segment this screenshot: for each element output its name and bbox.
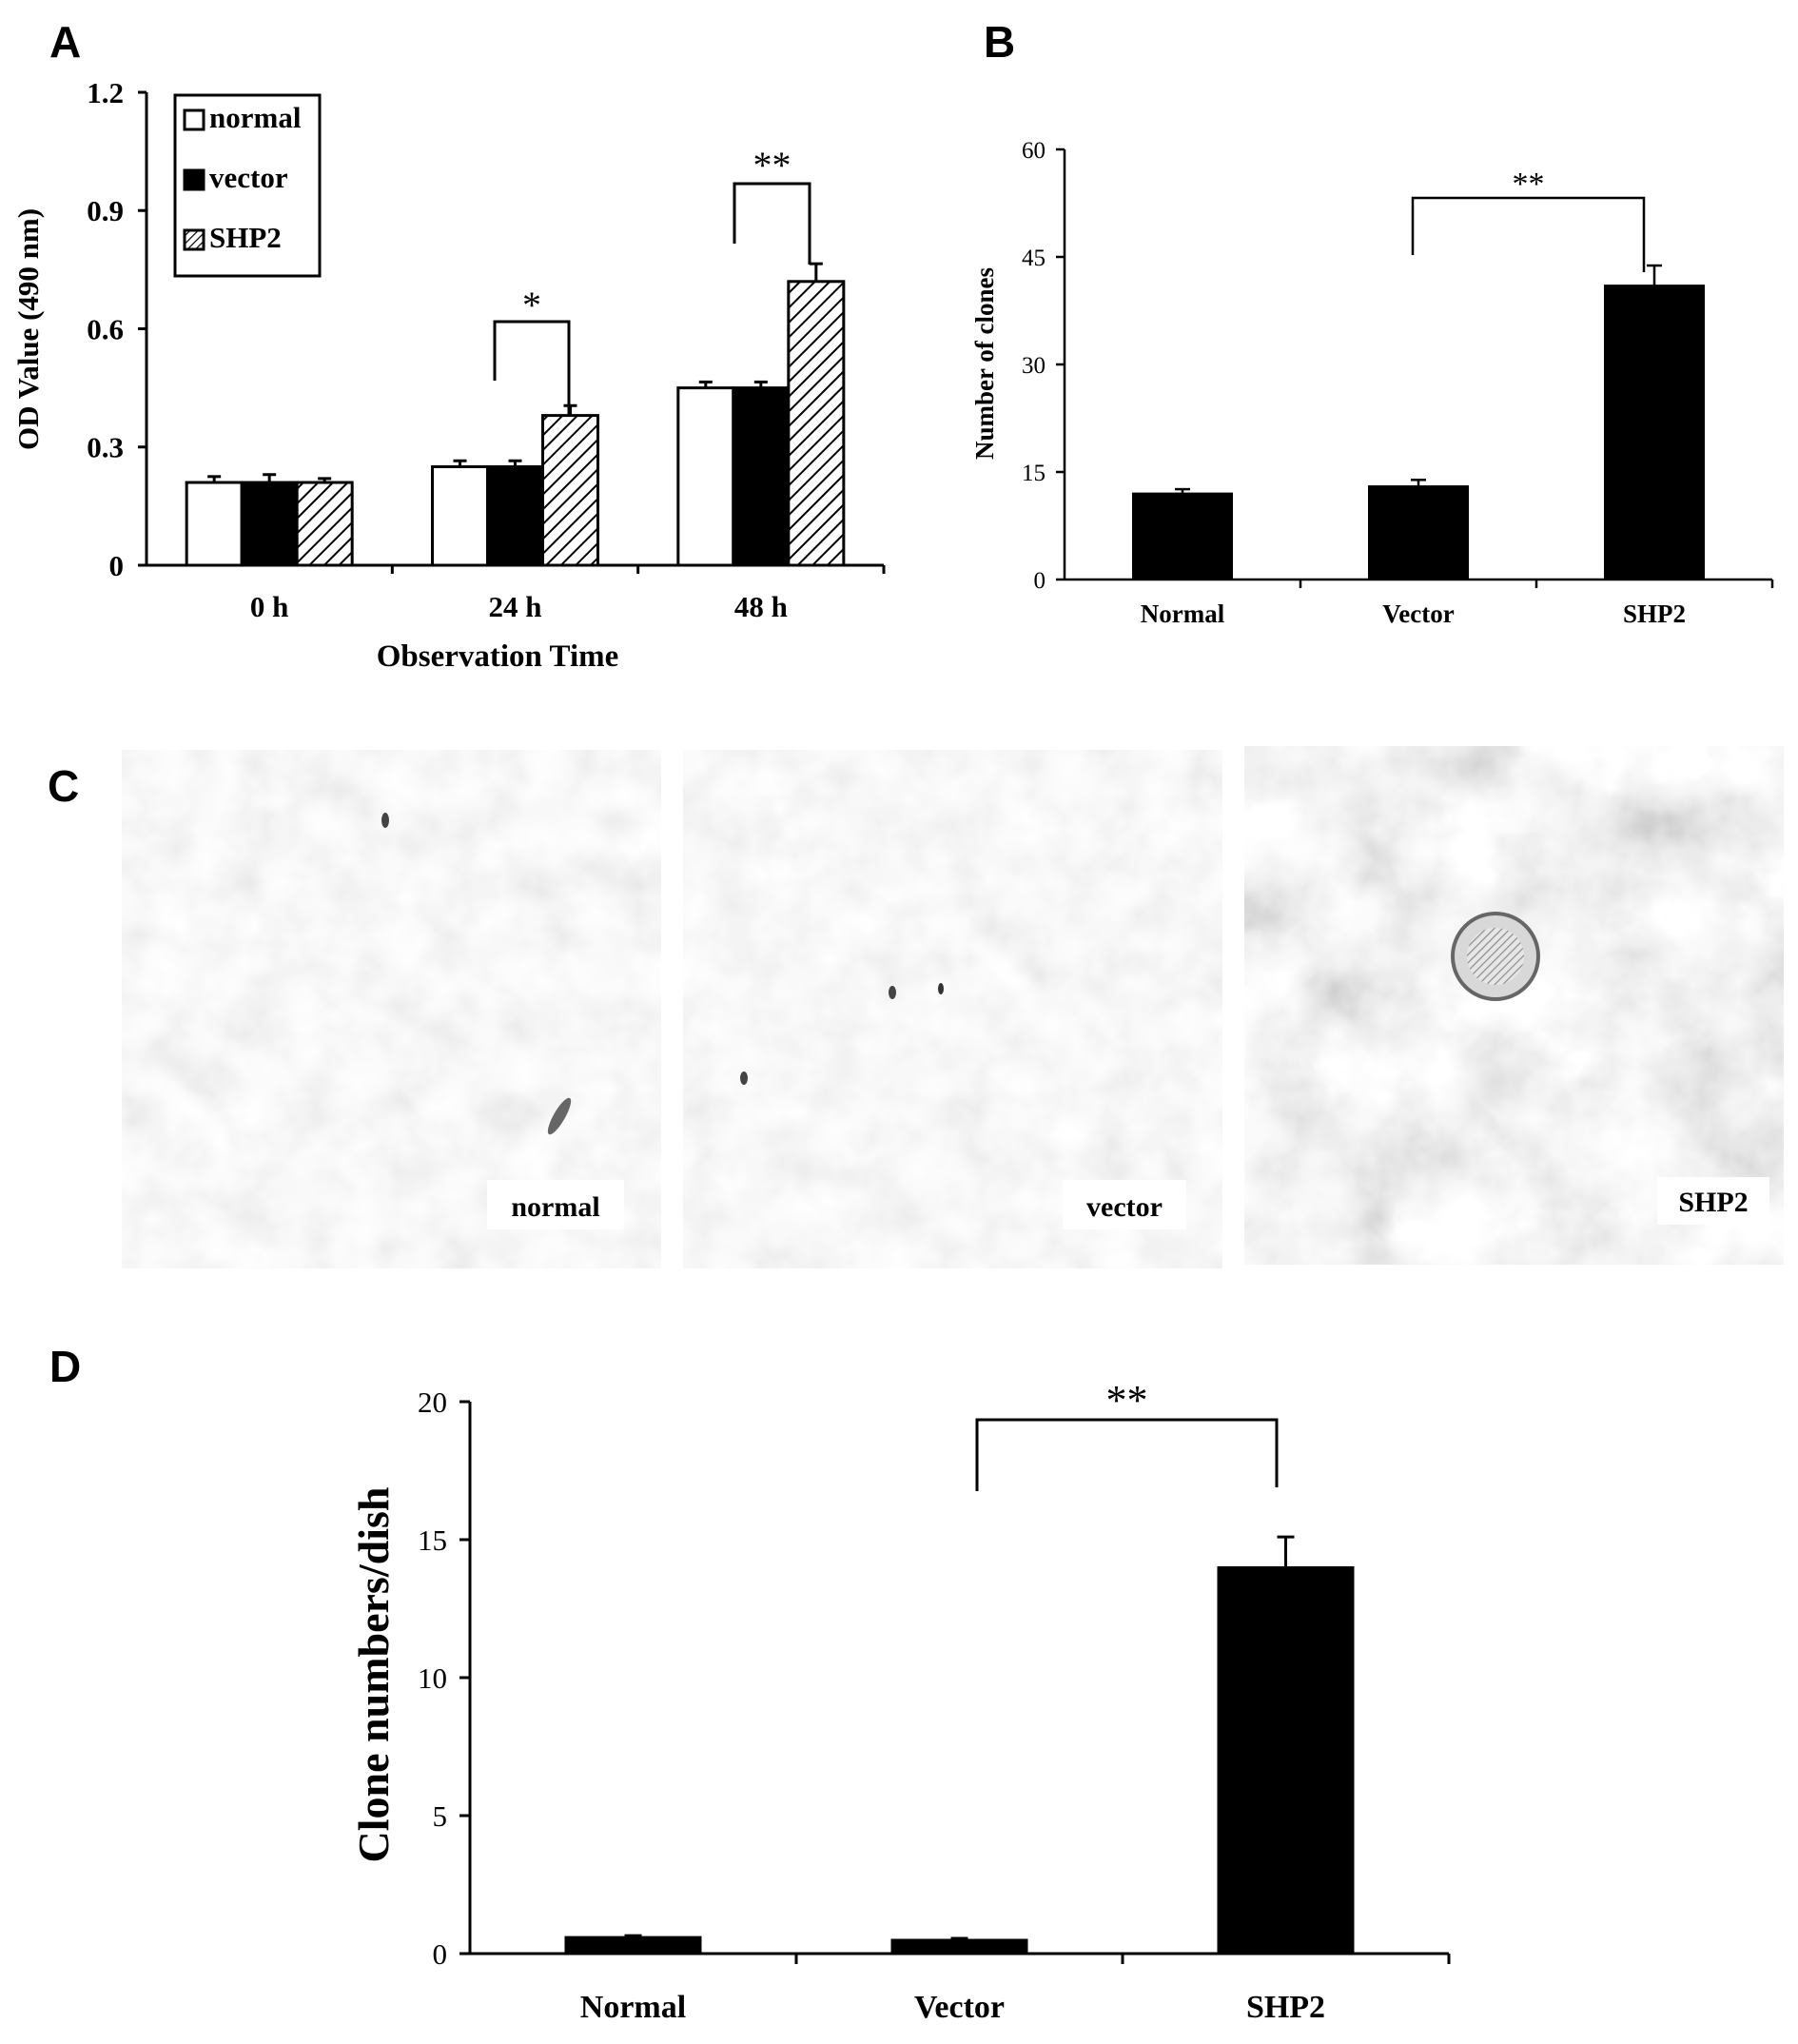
bar [295,481,354,567]
bar [486,464,544,567]
y-tick-label: 15 [1022,461,1046,486]
y-axis-title: Clone numbers/dish [349,1487,398,1863]
legend-swatch [183,108,205,131]
micrograph-label-shp2: SHP2 [1678,1187,1748,1218]
label-box-shp2 [1657,1177,1769,1225]
cell-dot [740,1071,748,1085]
y-tick-label: 0.6 [87,312,124,345]
micrograph-label-vector: vector [1086,1191,1163,1223]
bar [431,464,489,567]
y-tick-label: 10 [418,1661,447,1695]
significance-label: ** [753,144,792,187]
significance-label: * [522,284,541,326]
micrograph-shp2: SHP2 [1244,746,1784,1265]
significance-bracket [975,1418,1279,1491]
y-tick-label: 60 [1022,138,1046,164]
x-tick-label: SHP2 [1623,599,1686,628]
y-tick-label: 1.2 [87,76,124,109]
bar [732,386,791,567]
bar [1217,1566,1355,1955]
label-box-vector [1063,1180,1186,1229]
y-tick-label: 20 [418,1386,447,1419]
legend-swatch [183,228,205,251]
legend-swatch [183,168,205,191]
bar [1604,285,1705,580]
bar [564,1936,702,1955]
y-axis-title: OD Value (490 nm) [11,208,45,450]
x-tick-label: Vector [914,1990,1005,2025]
x-tick-label: SHP2 [1246,1990,1325,2025]
y-tick-label: 0 [109,549,125,582]
x-tick-label: Vector [1382,599,1454,628]
bar [185,481,244,567]
chart-a: 00.30.60.91.20 h 24 h 48 h***OD Value (490… [11,76,886,674]
label-box-normal [487,1180,624,1229]
x-tick-label: 0 h [250,590,289,623]
bar [676,386,735,567]
y-tick-label: 0 [433,1937,448,1971]
legend-label: SHP2 [209,221,282,254]
y-tick-label: 30 [1022,353,1046,379]
bar [890,1938,1028,1955]
x-tick-label: 24 h [489,590,542,623]
x-tick-label: Normal [1141,599,1225,628]
bar [1132,492,1233,580]
micrograph-normal: normal [122,750,661,1268]
y-tick-label: 45 [1022,246,1046,271]
cell-dot [889,986,896,999]
x-axis-title: Observation Time [377,639,619,674]
bar [787,280,846,567]
chart-b: 0 15 30 45 60 Normal Vector SHP2 ** Number of clo… [970,138,1774,628]
bar [240,481,299,567]
significance-bracket [493,320,571,416]
y-tick-label: 0 [1034,568,1046,594]
cell-debris [547,1097,572,1135]
micrograph-label-normal: normal [511,1191,599,1223]
chart-d: 0 5 10 15 20 Normal Vector SHP2 ** Clone numbers/… [349,1377,1451,2025]
cell-dot [381,813,389,828]
significance-label: ** [1513,167,1545,202]
bar [541,414,599,567]
legend-label: vector [209,161,288,194]
significance-label: ** [1106,1377,1148,1424]
clone-colony-texture [1467,928,1524,985]
panel-letter-d: D [49,1342,81,1391]
legend-label: normal [209,101,302,134]
cell-dot [938,983,944,994]
y-tick-label: 0.3 [87,431,124,464]
significance-bracket [733,182,811,265]
x-tick-label: Normal [580,1990,686,2025]
y-tick-label: 0.9 [87,194,124,227]
panel-letter-b: B [984,17,1015,67]
y-tick-label: 5 [433,1799,448,1833]
panel-letter-c: C [48,761,79,811]
x-tick-label: 48 h [734,590,788,623]
y-tick-label: 15 [418,1523,447,1557]
significance-bracket [1411,196,1646,272]
bar [1368,485,1469,581]
micrograph-vector: vector [683,750,1222,1268]
panel-letter-a: A [49,17,81,67]
y-axis-title: Number of clones [970,267,999,460]
